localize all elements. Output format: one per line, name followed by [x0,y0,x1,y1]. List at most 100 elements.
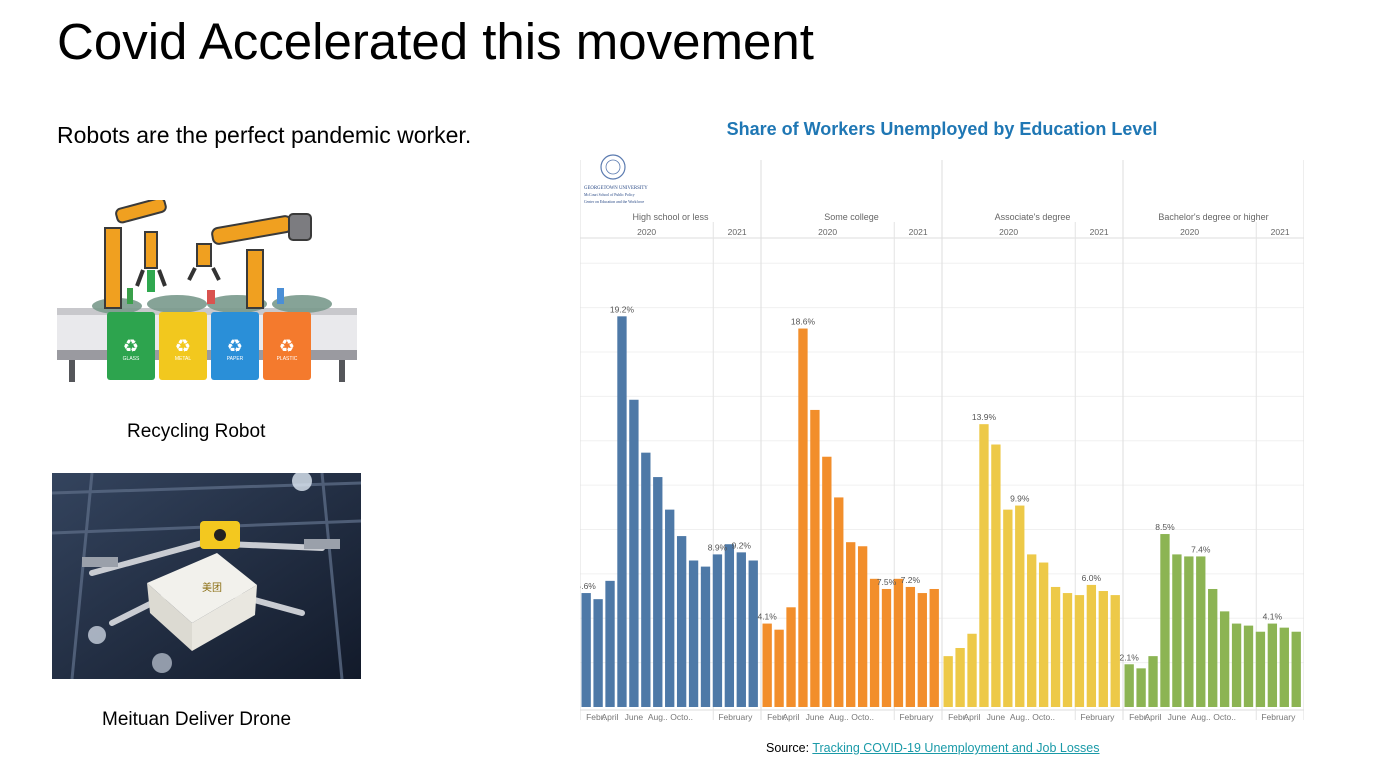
slide-title: Covid Accelerated this movement [57,13,814,70]
year-label: 2021 [1090,227,1109,237]
data-label: 8.9% [708,542,728,552]
bar [1196,556,1206,707]
data-label: 19.2% [610,304,635,314]
data-label: 7.2% [901,575,921,585]
bin-label: PLASTIC [277,356,298,362]
bar [748,560,758,707]
university-seal-inner [605,159,621,175]
bar [991,444,1001,707]
bar [1062,593,1073,707]
logo-text: GEORGETOWN UNIVERSITY [584,186,648,191]
recycling-robot-image: ♻ ♻ ♻ ♻ GLASS METAL PAPER PLASTIC [57,200,357,385]
year-label: 2021 [1271,227,1290,237]
bar [1074,595,1085,707]
month-tick-label: Octo.. [851,712,874,722]
bar [1291,631,1301,707]
chart-title: Share of Workers Unemployed by Education… [726,119,1158,139]
bar [712,554,723,707]
bar [736,552,746,707]
data-label: 7.5% [877,577,897,587]
bar [1243,625,1254,707]
bar [653,477,663,707]
recycle-icon: ♻ [175,336,191,357]
bar [688,560,699,707]
bar [798,328,808,707]
bar [893,578,904,707]
month-tick-label: June [1168,712,1187,722]
bar [1015,505,1025,707]
data-label: 9.9% [1010,494,1030,504]
bar [857,546,868,707]
month-tick-label: February [718,712,753,722]
bar [905,586,916,707]
bar [786,607,796,707]
month-tick-label: Octo.. [1032,712,1055,722]
slide-subtitle: Robots are the perfect pandemic worker. [57,122,472,148]
source-link[interactable]: Tracking COVID-19 Unemployment and Job L… [812,741,1100,755]
bin-label: GLASS [123,356,140,362]
month-tick-label: Febr.. [767,712,789,722]
month-tick-label: February [1261,712,1296,722]
source-citation: Source: Tracking COVID-19 Unemployment a… [766,741,1100,755]
bar [629,399,639,707]
data-label: 8.5% [1155,522,1175,532]
month-tick-label: Octo.. [670,712,693,722]
bar [881,588,892,707]
bar [593,599,603,707]
bar [1098,591,1108,707]
bar [1003,509,1013,707]
month-tick-label: June [987,712,1006,722]
year-label: 2020 [1180,227,1199,237]
year-label: 2020 [999,227,1018,237]
bar [1027,554,1037,707]
bar [1184,556,1194,707]
data-label: 7.4% [1191,544,1211,554]
month-tick-label: Febr.. [1129,712,1151,722]
source-label: Source: [766,741,810,755]
bar [1219,611,1230,707]
recycle-icon: ♻ [279,336,295,357]
bar [1124,664,1134,707]
bar [1279,627,1289,707]
bar [1267,623,1278,707]
university-seal-icon [600,154,626,180]
unemployment-chart: GEORGETOWN UNIVERSITY McCourt School of P… [580,154,1304,722]
data-label: 13.9% [972,412,997,422]
recycle-icon: ♻ [123,336,139,357]
bin-label: METAL [175,356,192,362]
month-tick-label: Aug.. [829,712,849,722]
month-tick-label: April [1145,712,1162,722]
year-label: 2021 [728,227,747,237]
month-tick-label: Octo.. [1213,712,1236,722]
month-tick-label: Aug.. [1010,712,1030,722]
month-tick-label: April [964,712,981,722]
recycling-robot-caption: Recycling Robot [127,421,266,442]
month-tick-label: February [899,712,934,722]
data-label: 6.0% [1082,573,1102,583]
bar [665,509,675,707]
bar [979,424,989,707]
bar [1231,623,1242,707]
bar [1086,584,1097,707]
bin-label: PAPER [227,356,244,362]
recycle-icon: ♻ [227,336,243,357]
bar [943,656,953,707]
bar [1255,631,1266,707]
bar [617,316,627,707]
bar [1050,586,1061,707]
bar [846,542,856,707]
data-label: 2.1% [1119,652,1139,662]
month-tick-label: April [602,712,619,722]
bar [967,633,977,707]
data-label: 4.1% [757,612,777,622]
month-tick-label: Febr.. [586,712,608,722]
box-brand-text: 美团 [202,581,222,594]
data-label: 5.6% [580,581,596,591]
bar [929,588,939,707]
panel-header: Associate's degree [995,212,1071,222]
panel-header: Bachelor's degree or higher [1158,212,1268,222]
bar [762,623,772,707]
bar [1038,562,1049,707]
month-tick-label: Febr.. [948,712,970,722]
month-tick-label: June [625,712,644,722]
